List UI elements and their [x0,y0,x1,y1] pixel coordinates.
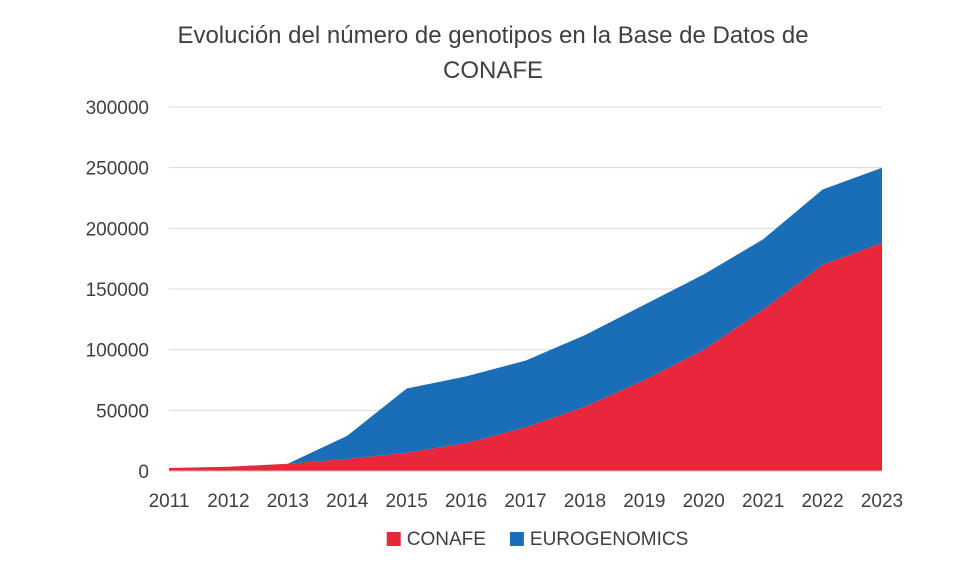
y-tick-label-5: 250000 [86,159,149,180]
x-tick-label-1: 2012 [207,491,249,512]
x-tick-label-5: 2016 [445,491,487,512]
y-tick-label-1: 50000 [96,401,149,422]
x-tick-label-8: 2019 [623,491,665,512]
y-axis-tick-labels: 0 50000 100000 150000 200000 250000 300000 [86,98,149,483]
y-tick-label-2: 100000 [86,341,149,362]
chart-title-line-2: CONAFE [443,57,543,84]
y-tick-label-0: 0 [138,462,149,483]
y-tick-label-6: 300000 [86,98,149,119]
x-tick-label-10: 2021 [742,491,784,512]
area-eurogenomics [169,167,882,468]
y-tick-label-4: 200000 [86,219,149,240]
x-tick-label-11: 2022 [801,491,843,512]
x-axis-tick-labels: 2011 2012 2013 2014 2015 2016 2017 2018 2019 2020… [149,491,904,512]
legend-label-conafe: CONAFE [407,529,486,550]
x-tick-label-6: 2017 [504,491,546,512]
x-tick-label-2: 2013 [267,491,309,512]
x-tick-label-4: 2015 [386,491,428,512]
x-tick-label-9: 2020 [683,491,725,512]
chart-title-line-1: Evolución del número de genotipos en la … [177,22,808,49]
legend-label-eurogenomics: EUROGENOMICS [530,529,688,550]
y-tick-label-3: 150000 [86,280,149,301]
x-tick-label-7: 2018 [564,491,606,512]
x-tick-label-12: 2023 [861,491,903,512]
x-tick-label-0: 2011 [149,491,190,512]
stacked-areas [169,167,882,471]
legend-swatch-conafe [386,532,401,546]
legend-swatch-eurogenomics [509,532,524,546]
legend: CONAFE EUROGENOMICS [386,529,688,550]
area-conafe [169,242,882,471]
x-tick-label-3: 2014 [326,491,369,512]
